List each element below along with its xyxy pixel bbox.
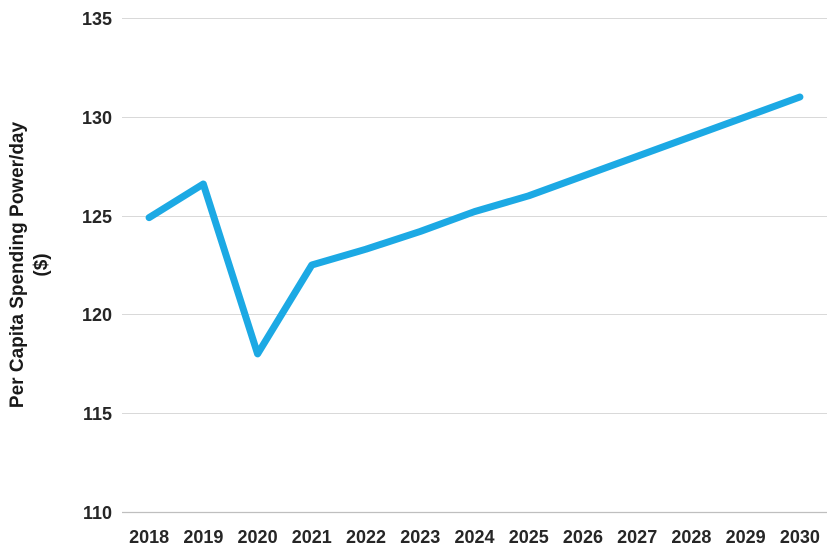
x-tick-label: 2023	[400, 527, 441, 547]
x-tick-label: 2029	[725, 527, 766, 547]
y-tick-label: 135	[81, 9, 112, 29]
y-tick-label: 115	[82, 404, 112, 425]
series-line	[145, 93, 804, 358]
x-tick-label: 2025	[508, 527, 549, 547]
x-tick-label: 2026	[562, 527, 603, 547]
x-tick-label: 2019	[183, 527, 224, 547]
x-tick-label: 2024	[454, 527, 495, 547]
x-tick-label: 2021	[291, 527, 332, 547]
x-tick-label: 2027	[617, 527, 658, 547]
y-tick-label: 130	[81, 107, 112, 128]
y-tick-label: 125	[81, 206, 112, 227]
y-tick-label: 120	[81, 305, 112, 326]
x-tick-label: 2020	[237, 527, 278, 547]
x-tick-label: 2030	[779, 527, 820, 547]
x-tick-label: 2022	[346, 527, 387, 547]
x-tick-label: 2018	[129, 527, 170, 547]
x-tick-label: 2028	[671, 527, 712, 547]
y-tick-label: 110	[82, 503, 112, 523]
